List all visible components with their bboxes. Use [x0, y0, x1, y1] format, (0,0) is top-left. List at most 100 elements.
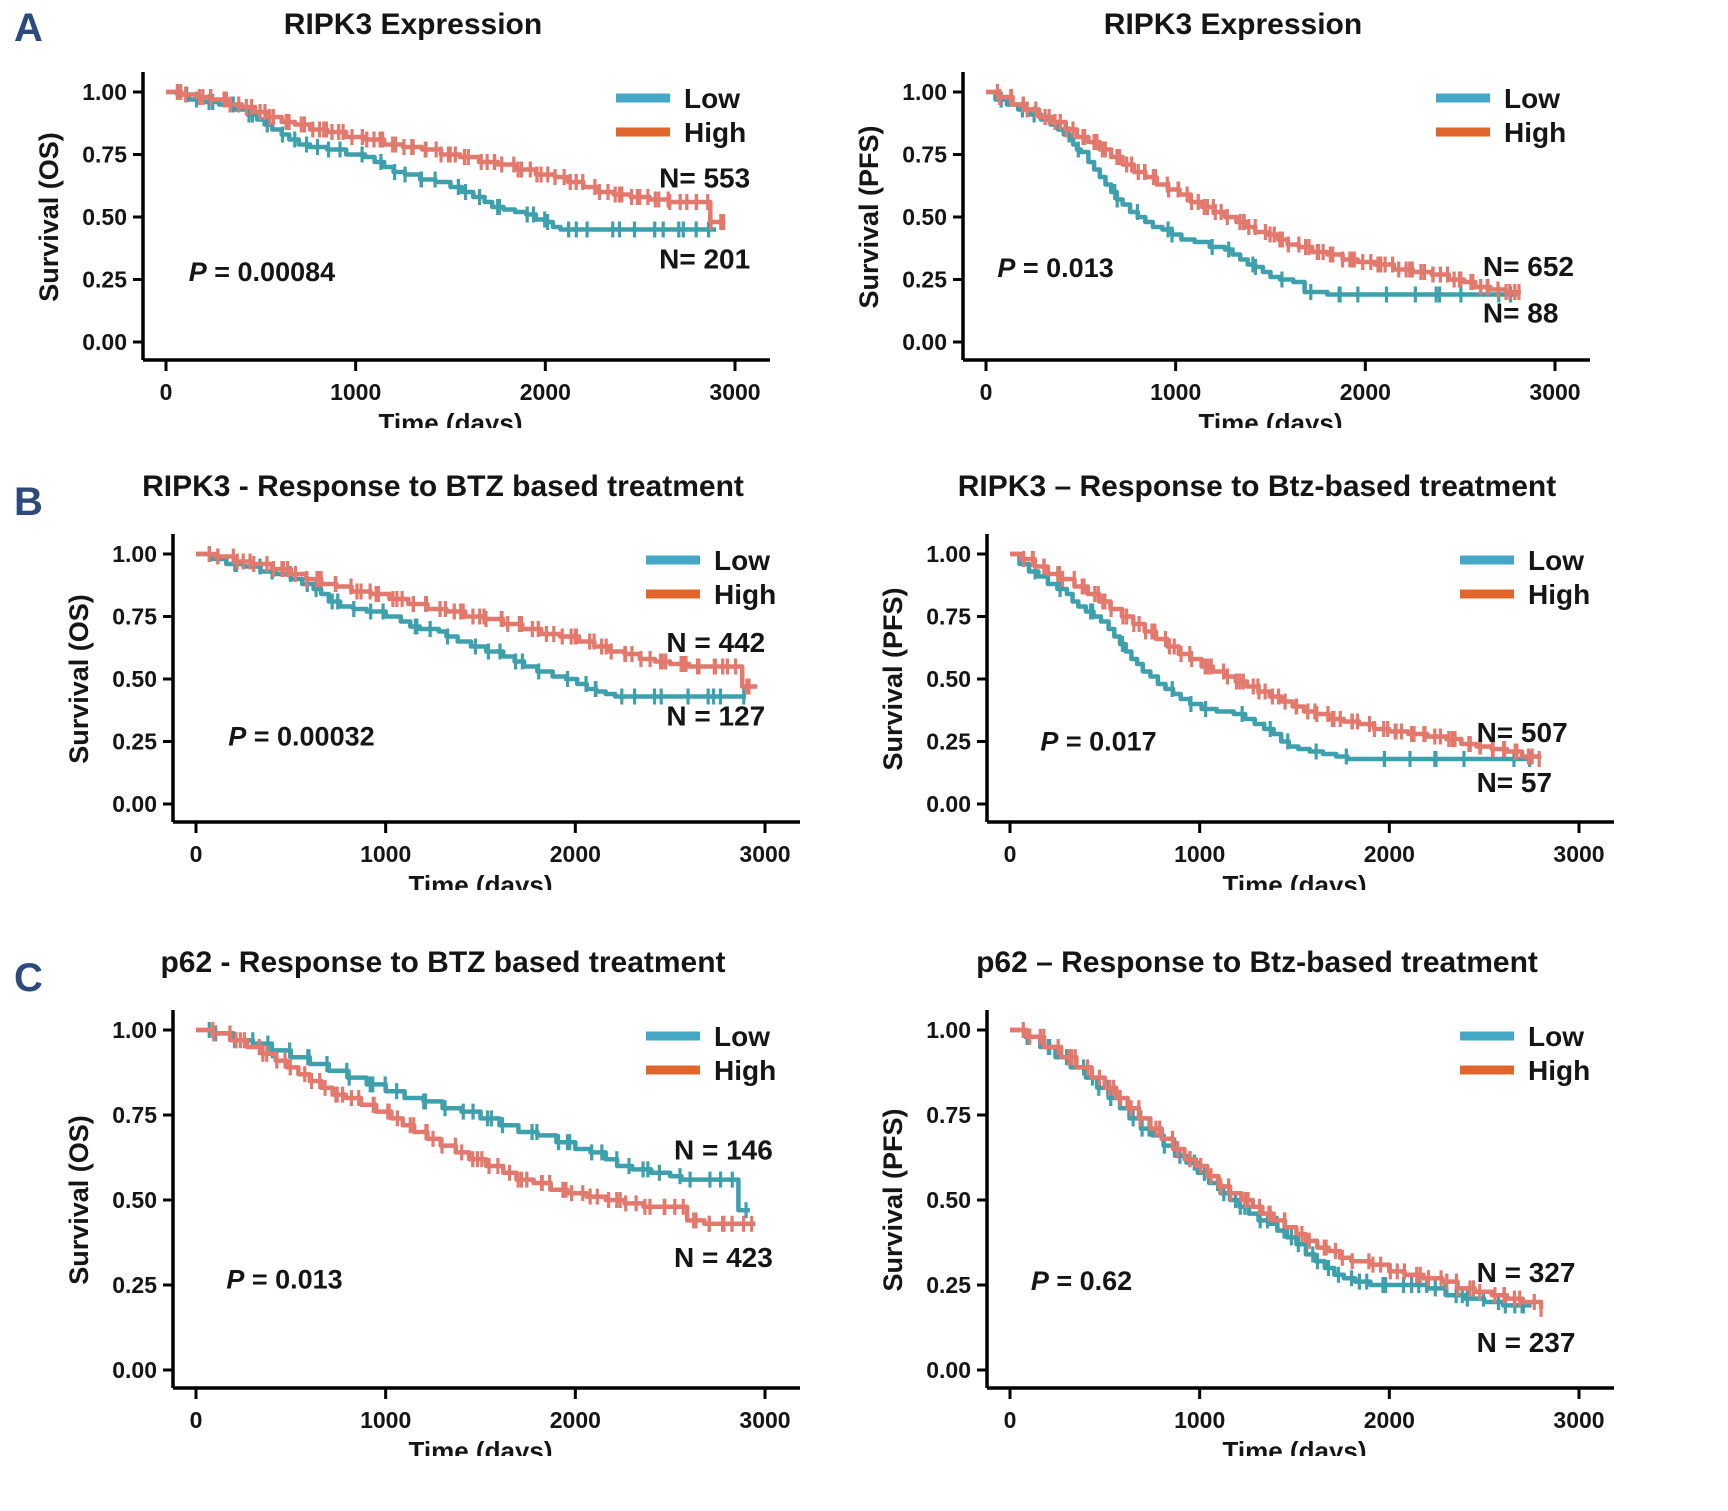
km-plot-svg: 0.00 0.25 0.50 0.75 1.00 0 1000 2000 3000 Time (d…: [878, 1010, 1614, 1456]
x-tick-label: 3000: [1553, 841, 1604, 867]
x-axis-title: Time (days): [408, 1436, 552, 1456]
n-label-bottom: N= 88: [1483, 297, 1559, 328]
x-tick-label: 3000: [709, 379, 760, 405]
chart-title: RIPK3 - Response to BTZ based treatment: [142, 470, 744, 503]
x-tick-label: 1000: [360, 1407, 411, 1433]
x-axis-title: Time (days): [378, 408, 522, 428]
chart-title: RIPK3 – Response to Btz-based treatment: [957, 470, 1557, 503]
n-label-bottom: N= 57: [1477, 767, 1553, 798]
y-tick-label: 0.75: [926, 1102, 971, 1128]
y-tick-label: 0.50: [112, 1187, 157, 1213]
n-label-bottom: N = 127: [666, 701, 765, 732]
p-value-label: P = 0.62: [1031, 1266, 1132, 1296]
x-tick-label: 2000: [550, 1407, 601, 1433]
legend-label-high: High: [714, 579, 776, 610]
legend-label-high: High: [1528, 579, 1590, 610]
n-label-top: N = 327: [1477, 1257, 1576, 1288]
x-axis-title: Time (days): [1198, 408, 1342, 428]
y-axis-title: Survival (PFS): [878, 1108, 908, 1291]
km-curve-low: [196, 1027, 750, 1213]
x-tick-label: 1000: [1174, 1407, 1225, 1433]
y-tick-label: 1.00: [82, 79, 127, 105]
legend-label-high: High: [1528, 1055, 1590, 1086]
y-tick-label: 0.75: [112, 604, 157, 630]
n-label-top: N= 553: [659, 162, 750, 193]
y-tick-label: 1.00: [112, 541, 157, 567]
chart-title: RIPK3 Expression: [1103, 8, 1363, 41]
x-tick-label: 2000: [520, 379, 571, 405]
x-tick-label: 0: [190, 841, 203, 867]
censor-ticks-low: [207, 1022, 748, 1219]
y-tick-label: 0.75: [926, 604, 971, 630]
n-label-top: N= 652: [1483, 251, 1574, 282]
chart-title: p62 - Response to BTZ based treatment: [160, 946, 726, 979]
p-value-label: P = 0.00032: [228, 721, 374, 751]
censor-ticks-high: [995, 84, 1521, 300]
legend-label-high: High: [1504, 117, 1566, 148]
n-label-bottom: N = 237: [1477, 1327, 1576, 1358]
n-label-top: N = 146: [674, 1135, 773, 1166]
censor-ticks-high: [1021, 1022, 1543, 1317]
legend-label-low: Low: [684, 83, 740, 114]
y-axis-title: Survival (OS): [64, 1115, 94, 1285]
x-tick-label: 2000: [1364, 841, 1415, 867]
x-tick-label: 0: [1004, 841, 1017, 867]
censor-ticks-high: [207, 546, 751, 695]
km-plot-svg: 0.00 0.25 0.50 0.75 1.00 0 1000 2000 3000 Time (d…: [854, 72, 1590, 428]
y-tick-label: 0.50: [926, 1187, 971, 1213]
panel-label-c: C: [14, 956, 43, 1000]
y-axis-title: Survival (PFS): [854, 125, 884, 308]
y-axis-title: Survival (OS): [64, 594, 94, 764]
y-axis-title: Survival (OS): [34, 132, 64, 302]
legend-label-low: Low: [1528, 1021, 1584, 1052]
chart-title: RIPK3 Expression: [283, 8, 543, 41]
y-tick-label: 0.00: [112, 791, 157, 817]
y-tick-label: 0.25: [902, 267, 947, 293]
y-tick-label: 0.75: [902, 142, 947, 168]
x-tick-label: 3000: [1553, 1407, 1604, 1433]
legend-label-low: Low: [1528, 545, 1584, 576]
km-plot-svg: 0.00 0.25 0.50 0.75 1.00 0 1000 2000 3000 Time (d…: [64, 1010, 800, 1456]
y-tick-label: 0.00: [926, 1357, 971, 1383]
legend-label-high: High: [714, 1055, 776, 1086]
panel-label-a: A: [14, 6, 43, 50]
n-label-top: N = 442: [666, 627, 765, 658]
y-tick-label: 0.00: [902, 329, 947, 355]
y-tick-label: 0.75: [82, 142, 127, 168]
legend-label-low: Low: [1504, 83, 1560, 114]
x-tick-label: 0: [190, 1407, 203, 1433]
y-tick-label: 0.50: [112, 666, 157, 692]
x-tick-label: 3000: [1529, 379, 1580, 405]
km-plot-svg: 0.00 0.25 0.50 0.75 1.00 0 1000 2000 3000 Time (d…: [34, 72, 770, 428]
n-label-bottom: N= 201: [659, 244, 750, 275]
km-plot-svg: 0.00 0.25 0.50 0.75 1.00 0 1000 2000 3000 Time (d…: [878, 534, 1614, 890]
x-axis-title: Time (days): [1222, 870, 1366, 890]
x-tick-label: 3000: [739, 1407, 790, 1433]
x-tick-label: 1000: [360, 841, 411, 867]
y-tick-label: 0.00: [926, 791, 971, 817]
chart-ripk3-btz-pfs: RIPK3 – Response to Btz-based treatment …: [872, 464, 1642, 890]
legend-label-high: High: [684, 117, 746, 148]
x-tick-label: 0: [1004, 1407, 1017, 1433]
censor-ticks-high: [211, 1022, 754, 1232]
legend-label-low: Low: [714, 1021, 770, 1052]
y-tick-label: 0.50: [926, 666, 971, 692]
km-plot-svg: 0.00 0.25 0.50 0.75 1.00 0 1000 2000 3000 Time (d…: [64, 534, 800, 890]
km-curve-low: [196, 551, 746, 699]
censor-ticks-high: [1022, 551, 1541, 767]
x-axis-title: Time (days): [408, 870, 552, 890]
p-value-label: P = 0.013: [997, 253, 1113, 283]
chart-ripk3-btz-os: RIPK3 - Response to BTZ based treatment …: [58, 464, 828, 890]
y-tick-label: 0.50: [902, 204, 947, 230]
y-axis-title: Survival (PFS): [878, 587, 908, 770]
y-tick-label: 0.25: [112, 729, 157, 755]
y-tick-label: 0.25: [82, 267, 127, 293]
y-tick-label: 1.00: [926, 1017, 971, 1043]
p-value-label: P = 0.00084: [189, 257, 335, 287]
y-tick-label: 1.00: [112, 1017, 157, 1043]
y-tick-label: 0.00: [82, 329, 127, 355]
panel-label-b: B: [14, 480, 43, 524]
